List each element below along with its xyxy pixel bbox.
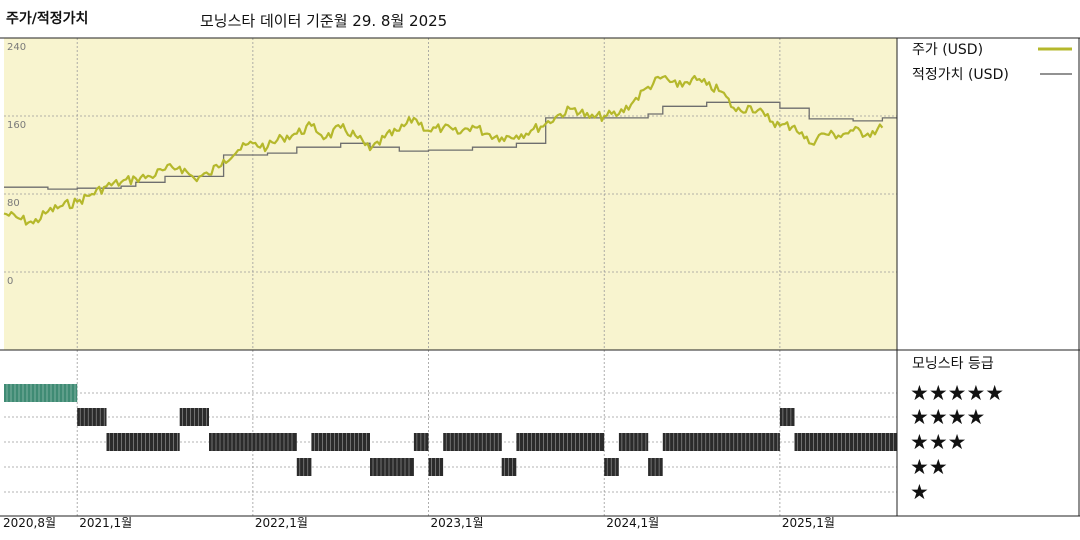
rating-bar	[618, 433, 649, 451]
x-tick-label: 2022,1월	[255, 516, 308, 530]
legend: 주가 (USD) 적정가치 (USD) 모닝스타 등급	[912, 42, 1072, 372]
x-tick-label: 2024,1월	[606, 516, 659, 530]
y-axis-ticks: 240 160 80 0	[7, 42, 26, 287]
rating-row-label: ★	[910, 480, 929, 504]
x-tick-label: 2021,1월	[79, 516, 132, 530]
rating-row-label: ★★★★★	[910, 381, 1004, 405]
rating-bar	[413, 433, 429, 451]
y-tick-label: 0	[7, 276, 13, 287]
rating-legend-title: 모닝스타 등급	[912, 356, 994, 372]
rating-bar	[179, 408, 209, 426]
y-tick-label: 160	[7, 120, 26, 131]
price-line	[3, 74, 884, 226]
fair-value-line	[4, 101, 897, 190]
rating-star-labels: ★★★★★★★★★★★★★★★	[910, 381, 1004, 504]
rating-bar	[662, 433, 780, 451]
legend-price-label: 주가 (USD)	[912, 42, 983, 58]
rating-bar	[311, 433, 370, 451]
rating-row-label: ★★★	[910, 430, 966, 454]
y-tick-label: 240	[7, 42, 26, 53]
rating-bar	[370, 458, 414, 476]
y-tick-label: 80	[7, 198, 20, 209]
chart-title: 주가/적정가치	[6, 11, 89, 27]
rating-bar	[516, 433, 605, 451]
legend-fair-label: 적정가치 (USD)	[912, 67, 1009, 83]
rating-bar	[209, 433, 297, 451]
rating-row-label: ★★★★	[910, 405, 985, 429]
chart-subtitle: 모닝스타 데이터 기준월 29. 8월 2025	[200, 12, 448, 30]
x-tick-label: 2020,8월	[3, 516, 56, 530]
rating-bar	[77, 408, 107, 426]
rating-bar	[443, 433, 502, 451]
x-tick-label: 2025,1월	[782, 516, 835, 530]
rating-history	[4, 384, 897, 476]
chart-frame	[0, 37, 1080, 517]
rating-row-label: ★★	[910, 455, 948, 479]
x-tick-label: 2023,1월	[431, 516, 484, 530]
x-axis-ticks: 2020,8월 2021,1월 2022,1월 2023,1월 2024,1월 2025,…	[3, 516, 835, 530]
